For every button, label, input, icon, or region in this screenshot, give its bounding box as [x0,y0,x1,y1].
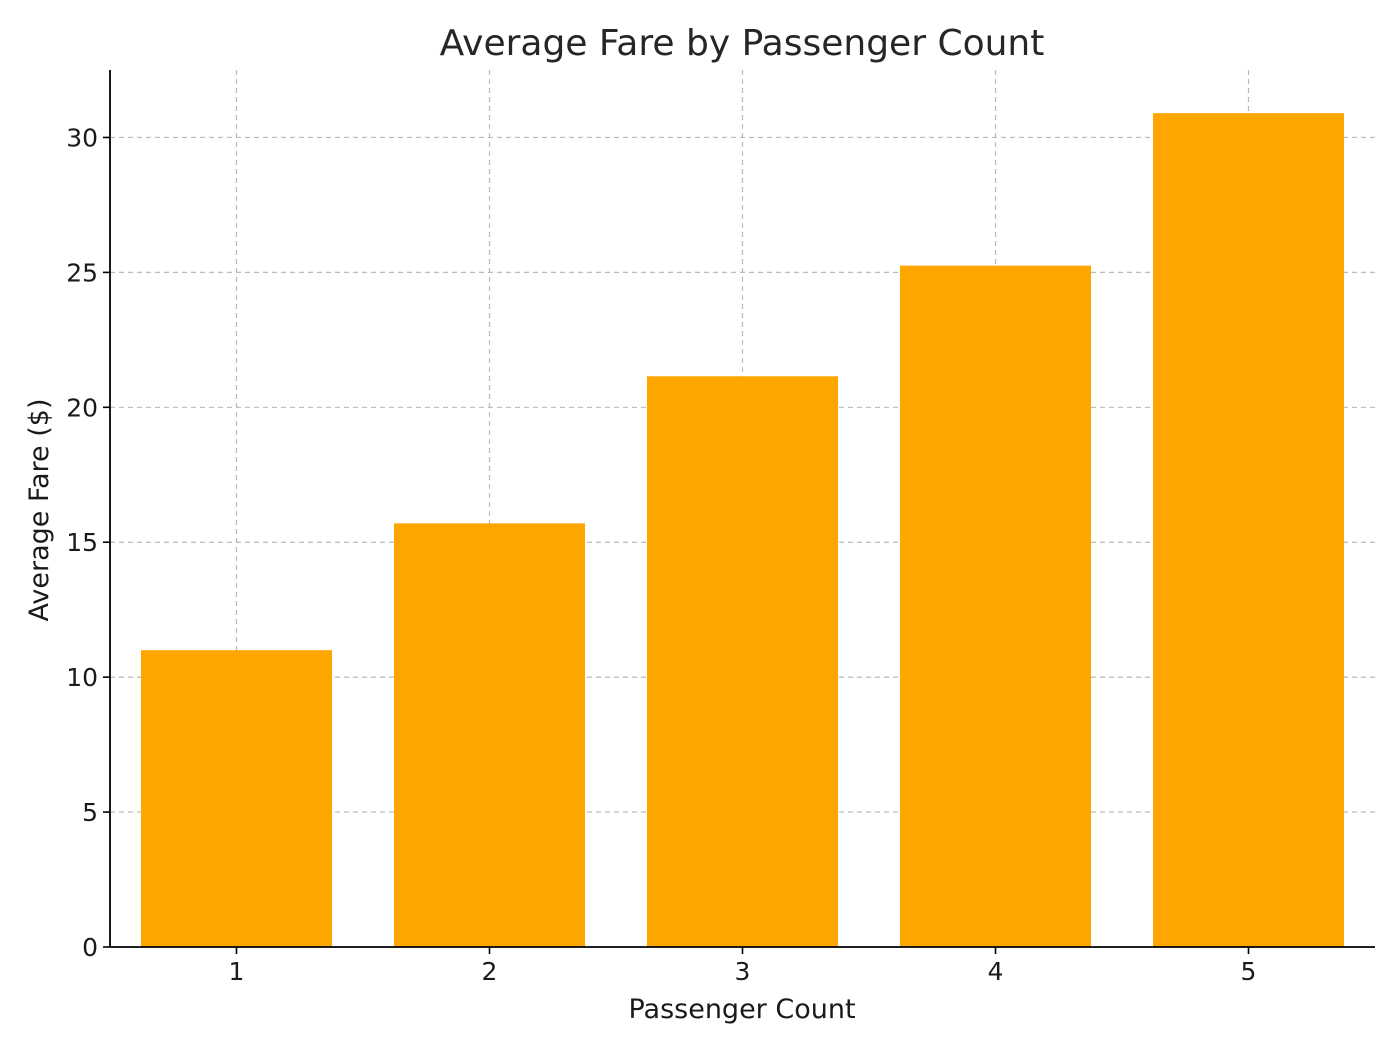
y-axis-ticks: 0 5 10 15 20 25 30 [66,123,110,962]
bar-5 [1153,113,1344,947]
y-tick-label: 0 [82,933,98,962]
y-tick-label: 10 [66,663,98,692]
bar-2 [394,523,585,947]
bar-1 [141,650,332,947]
bar-4 [900,265,1091,948]
x-tick-label: 4 [988,957,1004,986]
y-tick-label: 30 [66,123,98,152]
y-tick-label: 15 [66,528,98,557]
y-tick-label: 5 [82,798,98,827]
x-axis-ticks: 1 2 3 4 5 [229,947,1257,986]
bar-3 [647,376,838,947]
x-tick-label: 5 [1241,957,1257,986]
bars [141,113,1344,948]
y-tick-label: 25 [66,258,98,287]
x-tick-label: 1 [229,957,245,986]
x-tick-label: 2 [482,957,498,986]
x-axis-label: Passenger Count [628,994,855,1025]
chart-title: Average Fare by Passenger Count [440,23,1045,64]
y-tick-label: 20 [66,393,98,422]
x-tick-label: 3 [735,957,751,986]
y-axis-label: Average Fare ($) [24,398,55,621]
